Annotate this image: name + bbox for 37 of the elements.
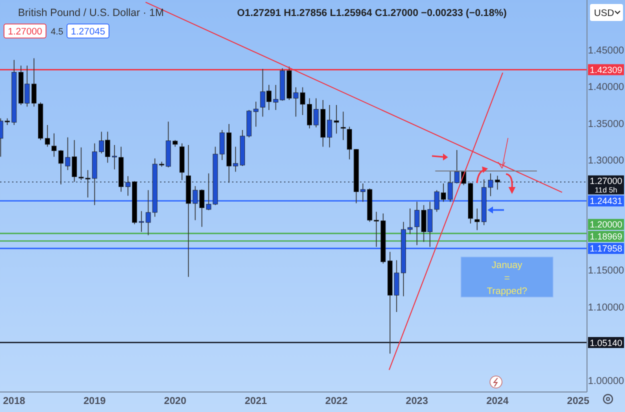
annotation: =: [504, 273, 510, 284]
y-tick-label: 1.30000: [588, 156, 625, 167]
ref-line-label: 1.20000: [590, 220, 622, 230]
x-tick-label: 2018: [2, 396, 26, 407]
annotation: 4.5: [50, 26, 64, 36]
ref-line-label: 1.17958: [590, 244, 622, 254]
ref-line-label: 1.05140: [590, 338, 622, 348]
candlestick: [52, 132, 57, 158]
y-tick-label: 1.10000: [588, 302, 625, 314]
candlestick: [340, 111, 346, 140]
annotation: 1.27000: [8, 26, 42, 38]
ref-line-label: 1.24431: [590, 196, 622, 206]
text: British Pound / U.S. Dollar · 1M: [18, 7, 164, 19]
y-tick-label: 1.45000: [588, 45, 625, 56]
annotation: Trapped?: [486, 286, 528, 297]
x-tick-label: 2022: [325, 396, 348, 407]
candlestick: [44, 124, 50, 148]
x-tick-label: 2025: [567, 396, 590, 407]
x-tick-label: 2020: [164, 396, 187, 407]
ref-line-label: 1.42309: [590, 64, 622, 75]
text: O1.27291 H1.27856 L1.25964 C1.27000 −0.00233 (−0.18%): [237, 8, 507, 19]
annotation: Januay: [492, 260, 523, 271]
ref-line-label: 1.27000: [590, 176, 622, 186]
x-tick-label: 2024: [486, 396, 509, 407]
x-tick-label: 2019: [84, 396, 106, 407]
y-tick-label: 1.15000: [588, 266, 625, 277]
candlestick: [253, 101, 258, 128]
y-tick-label: 1.35000: [588, 118, 625, 130]
y-tick-label: 1.00000: [588, 376, 625, 387]
x-tick-label: 2023: [406, 396, 428, 407]
currency-dropdown: USD: [590, 4, 623, 21]
y-tick-label: 1.40000: [588, 82, 625, 94]
candlestick: [494, 175, 500, 190]
x-tick-label: 2021: [244, 396, 268, 407]
annotation: 1.27045: [70, 26, 106, 38]
candlestick: [334, 104, 339, 134]
ref-line-label: 1.18969: [590, 232, 622, 242]
